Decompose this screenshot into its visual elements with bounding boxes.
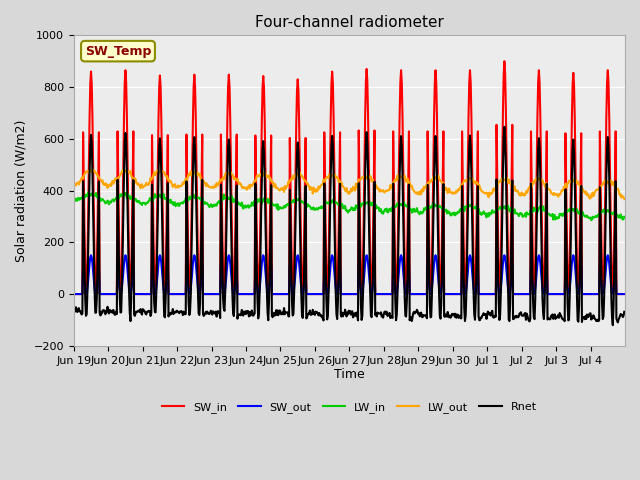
Y-axis label: Solar radiation (W/m2): Solar radiation (W/m2) bbox=[15, 120, 28, 262]
Legend: SW_in, SW_out, LW_in, LW_out, Rnet: SW_in, SW_out, LW_in, LW_out, Rnet bbox=[157, 398, 541, 418]
Title: Four-channel radiometer: Four-channel radiometer bbox=[255, 15, 444, 30]
X-axis label: Time: Time bbox=[334, 368, 365, 381]
Text: SW_Temp: SW_Temp bbox=[85, 45, 151, 58]
